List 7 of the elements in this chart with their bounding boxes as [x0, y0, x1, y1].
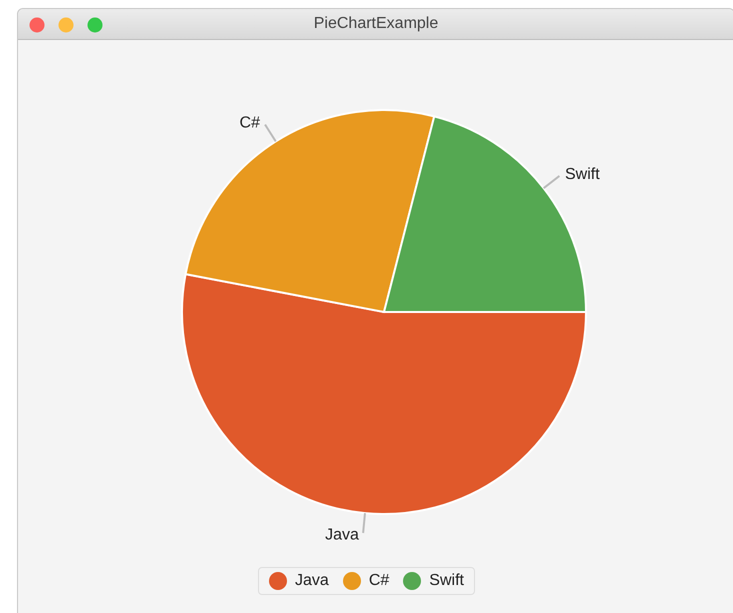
slice-label: Swift [564, 166, 600, 184]
legend-label: Swift [429, 572, 464, 590]
slice-label: Java [325, 526, 360, 544]
legend-label: Java [295, 572, 329, 590]
chart-title: PieChartExample [18, 9, 733, 39]
legend-label: C# [368, 572, 390, 590]
slice-label: C# [240, 114, 260, 132]
